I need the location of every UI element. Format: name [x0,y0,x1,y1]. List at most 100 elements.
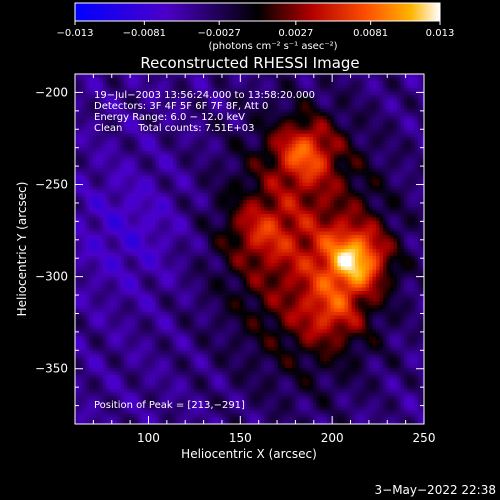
heat-cell [369,225,373,229]
heat-cell [285,144,289,148]
heat-cell [243,204,247,208]
heat-cell [352,144,356,148]
heat-cell [170,176,174,180]
heat-cell [187,176,191,180]
heat-cell [177,204,181,208]
heat-cell [114,228,118,232]
heat-cell [131,214,135,218]
heat-cell [124,78,128,82]
heat-cell [191,242,195,246]
heat-cell [418,232,422,236]
heat-cell [205,186,209,190]
heat-cell [152,246,156,250]
heat-cell [341,239,345,243]
heat-cell [313,221,317,225]
heat-cell [376,74,380,78]
colorbar-unit-label: (photons cm⁻² s⁻¹ asec⁻²) [208,41,337,52]
heat-cell [296,127,300,131]
heat-cell [422,165,426,169]
heat-cell [306,148,310,152]
heat-cell [86,225,90,229]
heat-cell [93,200,97,204]
heat-cell [324,134,328,138]
heat-cell [394,151,398,155]
heat-cell [177,155,181,159]
heat-cell [138,183,142,187]
heat-cell [152,235,156,239]
heat-cell [215,74,219,78]
heat-cell [177,193,181,197]
heat-cell [359,165,363,169]
heat-cell [117,148,121,152]
heat-cell [289,200,293,204]
heat-cell [250,165,254,169]
heat-cell [303,239,307,243]
heat-cell [93,85,97,89]
heat-cell [352,200,356,204]
heat-cell [100,144,104,148]
heat-cell [376,130,380,134]
heat-cell [415,228,419,232]
heat-cell [383,235,387,239]
heat-cell [128,74,132,78]
heat-cell [411,85,415,89]
heat-cell [247,228,251,232]
heat-cell [250,155,254,159]
heat-cell [292,137,296,141]
heat-cell [264,120,268,124]
heat-cell [310,116,314,120]
heat-cell [79,193,83,197]
heat-cell [411,235,415,239]
heat-cell [390,106,394,110]
heat-cell [86,113,90,117]
heat-cell [289,239,293,243]
heat-cell [159,176,163,180]
heat-cell [240,158,244,162]
heat-cell [320,113,324,117]
heat-cell [338,155,342,159]
heat-cell [338,207,342,211]
heat-cell [170,193,174,197]
heat-cell [338,221,342,225]
heat-cell [289,81,293,85]
heat-cell [180,235,184,239]
heat-cell [334,158,338,162]
heat-cell [289,120,293,124]
heat-cell [142,235,146,239]
heat-cell [408,204,412,208]
heat-cell [390,127,394,131]
heat-cell [341,151,345,155]
heat-cell [369,109,373,113]
heat-cell [422,232,426,236]
heat-cell [184,190,188,194]
heat-cell [264,200,268,204]
heat-cell [355,113,359,117]
heat-cell [313,127,317,131]
heat-cell [124,190,128,194]
heat-cell [124,176,128,180]
heat-cell [229,221,233,225]
heat-cell [79,137,83,141]
heat-cell [254,235,258,239]
heat-cell [275,204,279,208]
heat-cell [313,162,317,166]
heat-cell [320,74,324,78]
heat-cell [404,95,408,99]
heat-cell [324,221,328,225]
heat-cell [243,228,247,232]
heat-cell [243,158,247,162]
heat-cell [135,218,139,222]
heat-cell [152,211,156,215]
heat-cell [89,92,93,96]
heat-cell [250,162,254,166]
heat-cell [261,232,265,236]
heat-cell [96,172,100,176]
heat-cell [383,193,387,197]
heat-cell [411,134,415,138]
heat-cell [334,81,338,85]
heat-cell [233,193,237,197]
heat-cell [219,144,223,148]
heat-cell [306,211,310,215]
heat-cell [338,151,342,155]
heat-cell [257,158,261,162]
